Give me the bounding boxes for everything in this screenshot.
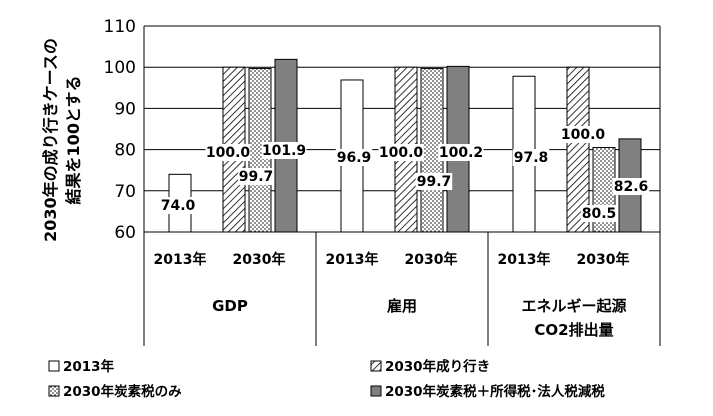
data-label: 99.7 xyxy=(417,174,452,190)
x-subcategory-label: 2030年 xyxy=(405,251,458,268)
legend-entry-label: 2030年炭素税＋所得税･法人税減税 xyxy=(385,383,605,400)
data-label: 82.6 xyxy=(614,179,649,195)
data-label-background xyxy=(205,144,251,161)
y-tick-label: 80 xyxy=(114,141,136,161)
data-label-background xyxy=(237,168,275,185)
x-group-label: CO2排出量 xyxy=(534,321,613,339)
data-label: 100.0 xyxy=(206,145,251,161)
x-subcategory-label: 2013年 xyxy=(154,251,207,268)
data-label: 101.9 xyxy=(262,143,306,159)
data-label-background xyxy=(159,197,197,214)
data-label-background xyxy=(612,178,650,195)
y-axis-label-line1: 2030年の成り行きケースの xyxy=(41,38,60,242)
data-label-background xyxy=(261,142,307,159)
y-tick-label: 100 xyxy=(104,58,136,78)
data-label: 100.0 xyxy=(561,127,606,143)
x-group-label: 雇用 xyxy=(387,297,417,315)
legend: 2013年 2030年成り行き 2030年炭素税のみ 2030年炭素税＋所得税･法人税… xyxy=(48,358,605,400)
data-label: 100.2 xyxy=(439,145,483,161)
data-label: 99.7 xyxy=(239,169,274,185)
x-subcategory-label: 2030年 xyxy=(577,251,630,268)
plot-area: 60 70 80 90 100 110 74.0 100.0 99.7 101.9 2013年 203… xyxy=(104,17,661,346)
data-label-background xyxy=(378,144,424,161)
data-label-background xyxy=(335,149,373,166)
y-tick-label: 60 xyxy=(114,223,136,243)
x-group-label: エネルギー起源 xyxy=(521,297,626,315)
data-label: 74.0 xyxy=(161,198,196,214)
y-tick-label: 90 xyxy=(114,99,136,119)
y-tick-label: 70 xyxy=(114,182,136,202)
legend-swatch xyxy=(370,360,382,372)
data-label: 80.5 xyxy=(582,206,617,222)
data-label: 100.0 xyxy=(379,145,424,161)
x-group-label: GDP xyxy=(212,297,248,315)
bar-3-2 xyxy=(566,66,590,233)
x-subcategory-label: 2013年 xyxy=(498,251,551,268)
data-label-background xyxy=(560,126,606,143)
data-label-background xyxy=(438,144,484,161)
x-subcategory-label: 2030年 xyxy=(233,251,286,268)
legend-entry-label: 2013年 xyxy=(63,358,115,375)
data-label: 96.9 xyxy=(337,150,372,166)
data-label: 97.8 xyxy=(514,150,549,166)
data-label-background xyxy=(580,205,618,222)
legend-swatch xyxy=(370,385,382,397)
y-tick-label: 110 xyxy=(104,17,136,37)
x-subcategory-label: 2013年 xyxy=(326,251,379,268)
data-label-background xyxy=(415,173,453,190)
legend-entry-label: 2030年炭素税のみ xyxy=(63,383,182,400)
y-axis-label-line2: 結果を100とする xyxy=(64,76,83,205)
legend-swatch xyxy=(48,385,60,397)
legend-entry-label: 2030年成り行き xyxy=(385,358,490,375)
legend-swatch xyxy=(48,360,60,372)
data-label-background xyxy=(512,149,550,166)
